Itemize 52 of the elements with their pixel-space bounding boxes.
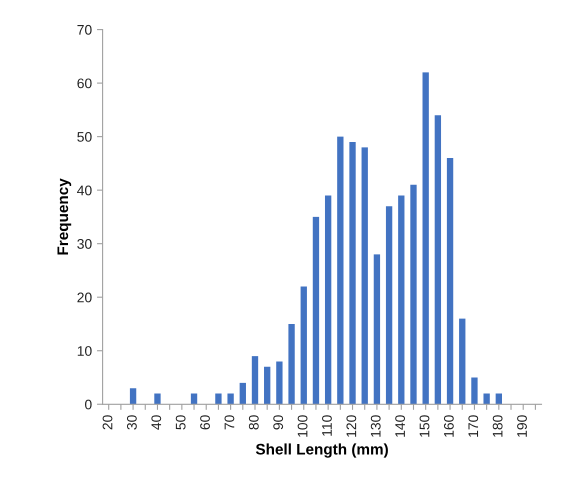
x-tick-label: 130 xyxy=(370,415,381,437)
bar xyxy=(483,394,490,404)
x-tick-label: 70 xyxy=(224,415,234,430)
bar xyxy=(130,388,136,404)
bar xyxy=(337,136,344,404)
y-tick-label: 50 xyxy=(77,132,92,142)
x-tick-label: 190 xyxy=(517,415,527,437)
x-tick-label: 110 xyxy=(322,415,332,436)
bar xyxy=(422,72,429,404)
x-tick-label: 50 xyxy=(176,415,186,430)
x-tick-label: 80 xyxy=(248,415,259,430)
y-tick-label: 0 xyxy=(85,400,92,410)
x-tick-label: 120 xyxy=(346,415,356,437)
y-tick-label: 30 xyxy=(77,239,92,249)
y-tick-label: 70 xyxy=(77,24,92,35)
x-tick-label: 20 xyxy=(102,415,112,430)
y-tick-label: 40 xyxy=(77,185,92,196)
bar xyxy=(496,394,502,404)
bar xyxy=(312,216,320,404)
bar xyxy=(252,356,258,404)
x-tick-label: 150 xyxy=(420,415,430,437)
x-tick-label: 30 xyxy=(126,415,137,430)
bar xyxy=(459,318,466,404)
bar xyxy=(410,184,417,404)
x-tick-label: 140 xyxy=(395,415,406,437)
bar xyxy=(446,158,454,404)
x-tick-label: 170 xyxy=(468,415,478,437)
bar xyxy=(398,196,404,404)
bar xyxy=(374,254,380,404)
y-tick-label: 20 xyxy=(77,292,92,302)
bar xyxy=(434,115,442,404)
x-tick-label: 40 xyxy=(151,415,162,430)
bar xyxy=(349,142,356,404)
bar xyxy=(471,377,478,404)
bar xyxy=(240,382,246,404)
y-tick-label: 60 xyxy=(77,78,92,88)
bar xyxy=(300,286,307,404)
x-tick-label: 90 xyxy=(273,415,284,430)
bar xyxy=(324,196,332,404)
x-axis-title: Shell Length (mm) xyxy=(256,443,388,458)
bar xyxy=(386,206,392,404)
bar xyxy=(288,324,295,404)
bar xyxy=(264,366,270,404)
bar xyxy=(276,361,283,404)
bar xyxy=(227,394,234,404)
bar xyxy=(362,147,368,404)
x-tick-label: 180 xyxy=(492,415,503,437)
x-tick-label: 60 xyxy=(200,415,210,430)
x-tick-label: 100 xyxy=(298,415,308,437)
y-axis-title: Frequency xyxy=(58,178,72,255)
y-tick-label: 10 xyxy=(78,346,92,356)
x-tick-label: 160 xyxy=(444,415,454,437)
